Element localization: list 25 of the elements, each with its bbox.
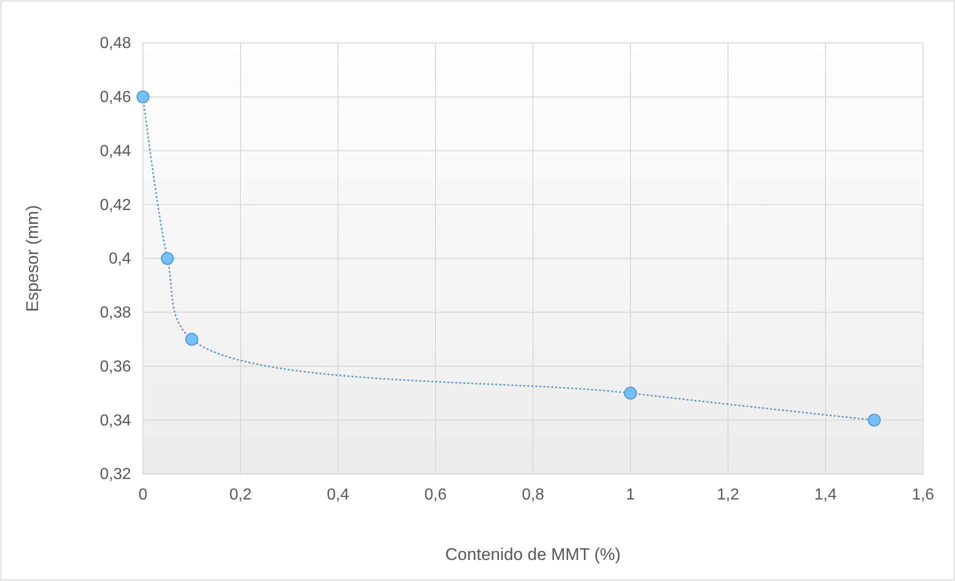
y-axis-title: Espesor (mm)	[23, 205, 42, 312]
y-tick-label: 0,4	[108, 250, 132, 268]
x-tick-label: 1,2	[716, 486, 740, 504]
point	[624, 386, 638, 400]
x-tick-label: 1,4	[814, 486, 837, 504]
y-tick-label: 0,36	[100, 358, 132, 376]
point	[868, 414, 881, 427]
y-tick-label: 0,48	[100, 35, 132, 52]
y-tick-label: 0,34	[100, 412, 132, 430]
y-tick-label: 0,32	[100, 466, 132, 484]
y-tick-label: 0,44	[100, 142, 132, 160]
point	[160, 252, 174, 266]
point	[185, 332, 198, 346]
x-tick-label: 0,6	[424, 486, 447, 504]
x-tick-label: 0	[138, 486, 148, 504]
x-tick-label: 1,6	[912, 486, 934, 504]
x-tick-label: 0,2	[229, 486, 252, 504]
point	[136, 90, 150, 104]
x-tick-label: 1	[626, 486, 636, 504]
x-axis-title: Contenido de MMT (%)	[445, 545, 621, 564]
y-tick-label: 0,42	[100, 196, 132, 214]
y-tick-label: 0,46	[100, 88, 132, 106]
y-tick-label: 0,38	[100, 304, 132, 322]
x-tick-label: 0,8	[522, 486, 544, 504]
x-tick-label: 0,4	[326, 486, 350, 504]
